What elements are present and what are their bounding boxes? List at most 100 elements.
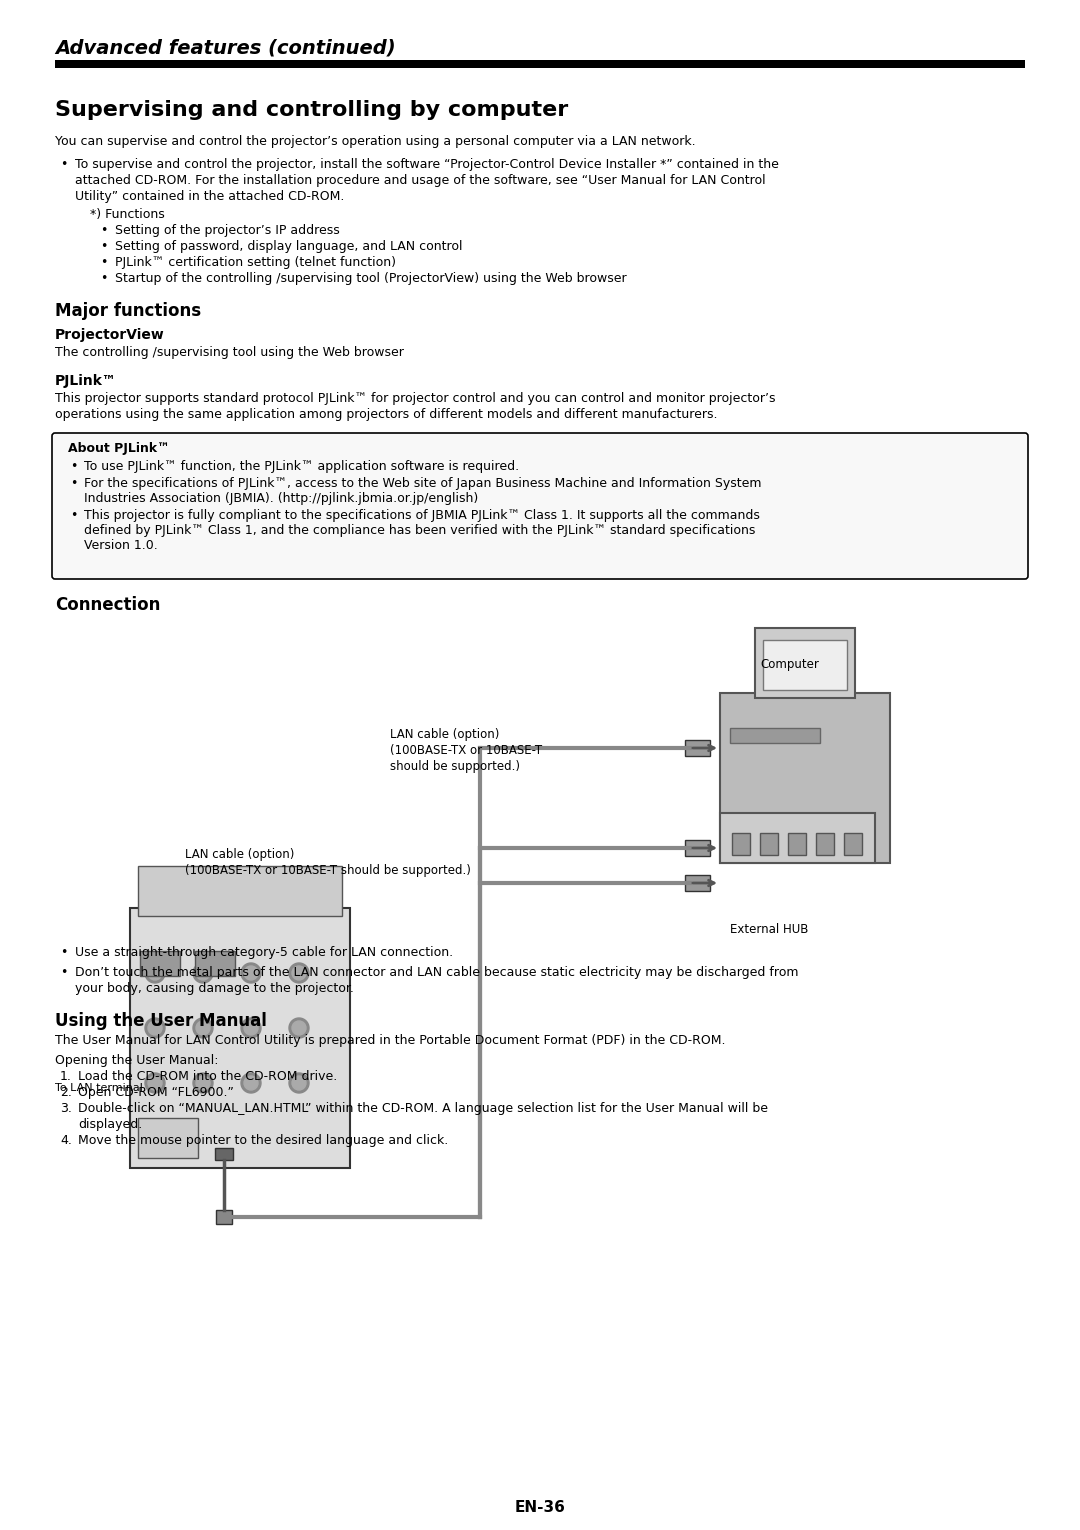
Text: 1.: 1.: [60, 1069, 72, 1083]
Text: (100BASE-TX or 10BASE-T: (100BASE-TX or 10BASE-T: [390, 744, 542, 757]
Circle shape: [195, 1021, 210, 1034]
Text: Load the CD-ROM into the CD-ROM drive.: Load the CD-ROM into the CD-ROM drive.: [78, 1069, 337, 1083]
Bar: [140, 952, 180, 976]
Text: (100BASE-TX or 10BASE-T should be supported.): (100BASE-TX or 10BASE-T should be suppor…: [185, 864, 471, 877]
Text: •: •: [100, 223, 107, 237]
Bar: [843, 832, 862, 855]
Circle shape: [292, 1076, 306, 1089]
Text: •: •: [70, 477, 78, 490]
Text: This projector is fully compliant to the specifications of JBMIA PJLink™ Class 1: This projector is fully compliant to the…: [84, 509, 760, 522]
Text: Don’t touch the metal parts of the LAN connector and LAN cable because static el: Don’t touch the metal parts of the LAN c…: [75, 965, 798, 979]
Text: •: •: [70, 461, 78, 473]
Text: To supervise and control the projector, install the software “Projector-Control : To supervise and control the projector, …: [75, 158, 779, 171]
Text: 2.: 2.: [60, 1086, 72, 1099]
Text: •: •: [60, 158, 67, 171]
Circle shape: [289, 1017, 309, 1037]
Circle shape: [148, 1021, 162, 1034]
Text: your body, causing damage to the projector.: your body, causing damage to the project…: [75, 982, 354, 994]
Text: To use PJLink™ function, the PJLink™ application software is required.: To use PJLink™ function, the PJLink™ app…: [84, 461, 519, 473]
Text: Startup of the controlling /supervising tool (ProjectorView) using the Web brows: Startup of the controlling /supervising …: [114, 272, 626, 285]
Circle shape: [193, 1017, 213, 1037]
Text: Advanced features (continued): Advanced features (continued): [55, 38, 395, 57]
Bar: [195, 952, 235, 976]
Circle shape: [289, 1073, 309, 1092]
Bar: [730, 728, 820, 744]
Circle shape: [148, 965, 162, 981]
Bar: [720, 693, 890, 863]
Circle shape: [292, 965, 306, 981]
Text: External HUB: External HUB: [730, 923, 808, 936]
Text: Setting of the projector’s IP address: Setting of the projector’s IP address: [114, 223, 340, 237]
Bar: [138, 866, 342, 916]
Text: The controlling /supervising tool using the Web browser: The controlling /supervising tool using …: [55, 346, 404, 360]
Text: Setting of password, display language, and LAN control: Setting of password, display language, a…: [114, 240, 462, 252]
Circle shape: [241, 1073, 261, 1092]
Bar: [138, 1118, 198, 1158]
Circle shape: [193, 962, 213, 982]
Text: To LAN terminal: To LAN terminal: [55, 1083, 143, 1092]
Text: defined by PJLink™ Class 1, and the compliance has been verified with the PJLink: defined by PJLink™ Class 1, and the comp…: [84, 523, 755, 537]
Text: •: •: [100, 256, 107, 269]
Text: You can supervise and control the projector’s operation using a personal compute: You can supervise and control the projec…: [55, 135, 696, 148]
Text: EN-36: EN-36: [514, 1499, 566, 1515]
Bar: [762, 640, 847, 690]
Circle shape: [148, 1076, 162, 1089]
Bar: [55, 60, 1025, 67]
Text: Use a straight-through category-5 cable for LAN connection.: Use a straight-through category-5 cable …: [75, 946, 454, 959]
Circle shape: [289, 962, 309, 982]
Text: PJLink™ certification setting (telnet function): PJLink™ certification setting (telnet fu…: [114, 256, 396, 269]
Text: The User Manual for LAN Control Utility is prepared in the Portable Document For: The User Manual for LAN Control Utility …: [55, 1034, 726, 1047]
Text: Supervising and controlling by computer: Supervising and controlling by computer: [55, 99, 568, 119]
Text: Double-click on “MANUAL_LAN.HTML” within the CD-ROM. A language selection list f: Double-click on “MANUAL_LAN.HTML” within…: [78, 1102, 768, 1115]
Circle shape: [241, 1017, 261, 1037]
Bar: [788, 832, 806, 855]
Bar: [732, 832, 750, 855]
Bar: [685, 840, 710, 855]
Text: This projector supports standard protocol PJLink™ for projector control and you : This projector supports standard protoco…: [55, 392, 775, 405]
Bar: [216, 1210, 232, 1224]
Circle shape: [193, 1073, 213, 1092]
Text: •: •: [70, 509, 78, 522]
Text: Using the User Manual: Using the User Manual: [55, 1011, 267, 1030]
Text: For the specifications of PJLink™, access to the Web site of Japan Business Mach: For the specifications of PJLink™, acces…: [84, 477, 761, 490]
Text: Connection: Connection: [55, 597, 160, 614]
Circle shape: [292, 1021, 306, 1034]
Text: 3.: 3.: [60, 1102, 72, 1115]
Text: attached CD-ROM. For the installation procedure and usage of the software, see “: attached CD-ROM. For the installation pr…: [75, 174, 766, 187]
Circle shape: [145, 1073, 165, 1092]
Text: should be supported.): should be supported.): [390, 760, 519, 773]
Text: Open CD-ROM “FL6900.”: Open CD-ROM “FL6900.”: [78, 1086, 234, 1099]
Text: Opening the User Manual:: Opening the User Manual:: [55, 1054, 218, 1066]
Text: *) Functions: *) Functions: [90, 208, 165, 220]
Text: •: •: [60, 946, 67, 959]
Circle shape: [145, 962, 165, 982]
Bar: [760, 832, 778, 855]
Circle shape: [145, 1017, 165, 1037]
Text: •: •: [60, 965, 67, 979]
Bar: [685, 875, 710, 890]
Text: About PJLink™: About PJLink™: [68, 442, 170, 454]
Circle shape: [244, 1021, 258, 1034]
Text: LAN cable (option): LAN cable (option): [390, 728, 499, 741]
Text: Move the mouse pointer to the desired language and click.: Move the mouse pointer to the desired la…: [78, 1134, 448, 1148]
Circle shape: [244, 965, 258, 981]
Text: operations using the same application among projectors of different models and d: operations using the same application am…: [55, 409, 717, 421]
Text: PJLink™: PJLink™: [55, 373, 117, 389]
FancyBboxPatch shape: [52, 433, 1028, 578]
Bar: [816, 832, 834, 855]
Bar: [720, 812, 875, 863]
Text: •: •: [100, 272, 107, 285]
Text: Industries Association (JBMIA). (http://pjlink.jbmia.or.jp/english): Industries Association (JBMIA). (http://…: [84, 493, 478, 505]
Text: displayed.: displayed.: [78, 1118, 143, 1131]
Circle shape: [195, 965, 210, 981]
Text: Version 1.0.: Version 1.0.: [84, 539, 158, 552]
Circle shape: [195, 1076, 210, 1089]
Text: •: •: [100, 240, 107, 252]
Bar: [685, 741, 710, 756]
Circle shape: [244, 1076, 258, 1089]
Text: 4.: 4.: [60, 1134, 72, 1148]
Bar: [755, 627, 855, 698]
Text: LAN cable (option): LAN cable (option): [185, 848, 295, 861]
Text: ProjectorView: ProjectorView: [55, 327, 165, 343]
Text: Computer: Computer: [760, 658, 819, 672]
